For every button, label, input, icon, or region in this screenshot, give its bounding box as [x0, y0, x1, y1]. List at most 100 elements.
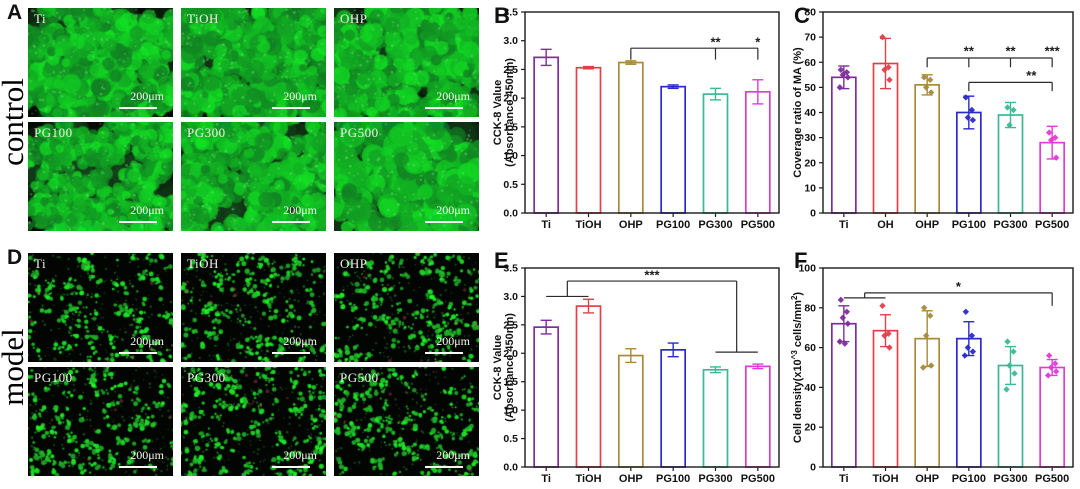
scale-bar-line	[425, 220, 463, 223]
data-point	[962, 94, 970, 101]
panel-letter-a: A	[7, 1, 23, 24]
x-tick-label-pg500: PG500	[741, 473, 775, 485]
fluorescence-image	[181, 253, 326, 362]
x-tick-label-ti: Ti	[541, 219, 551, 231]
bar-tioh	[575, 66, 602, 214]
y-tick-label: 2.0	[503, 93, 518, 105]
x-tick-label-ohp: OHP	[619, 473, 643, 485]
y-tick-label: 3.5	[503, 263, 518, 275]
x-tick-label-tioh: TiOH	[575, 473, 601, 485]
y-tick-label: 100	[798, 263, 816, 275]
y-tick-label: 0	[810, 462, 816, 474]
tile-sample-label: Ti	[34, 11, 47, 26]
significance-stars: **	[964, 44, 975, 59]
bar-pg300	[702, 93, 729, 214]
micrograph-control-ti: Ti 200μm	[28, 8, 173, 117]
scale-bar-line	[119, 220, 157, 223]
data-point	[1045, 352, 1053, 359]
tile-sample-label: PG500	[340, 125, 379, 140]
scale-bar-label: 200μm	[130, 334, 164, 348]
fluorescence-image	[181, 122, 326, 231]
x-tick-label-pg300: PG300	[993, 473, 1027, 485]
data-point	[844, 320, 852, 327]
data-point	[843, 69, 851, 76]
significance-stars: **	[1005, 44, 1016, 59]
scale-bar-line	[119, 351, 157, 354]
y-axis-title: (Absorbance 450nm)	[504, 58, 516, 167]
micrograph-model-pg500: PG500 200μm	[334, 367, 479, 476]
x-tick-label-ti: Ti	[541, 473, 551, 485]
y-tick-label: 2.5	[503, 64, 518, 76]
x-tick-label-pg500: PG500	[1035, 219, 1069, 231]
data-point	[926, 76, 934, 84]
model-group-label: model	[0, 328, 30, 406]
scale-bar-label: 200μm	[283, 448, 317, 462]
scale-bar-label: 200μm	[436, 89, 470, 103]
tile-sample-label: OHP	[340, 11, 368, 26]
y-tick-label: 0.5	[503, 179, 518, 191]
scale-bar-line	[272, 220, 310, 223]
data-point	[1004, 338, 1011, 345]
scale-bar-line	[272, 465, 310, 468]
x-tick-label-pg500: PG500	[1035, 473, 1069, 485]
data-point	[1051, 360, 1059, 367]
tile-sample-label: PG100	[34, 125, 73, 140]
bar-pg100	[660, 85, 687, 214]
y-tick-label: 3.0	[503, 35, 518, 47]
panel-letter-b: B	[494, 3, 510, 28]
significance-stars: *	[755, 34, 761, 49]
micrograph-control-pg100: PG100 200μm	[28, 122, 173, 231]
data-point	[837, 296, 845, 304]
bar-pg500	[744, 365, 771, 468]
x-tick-label-pg300: PG300	[993, 219, 1027, 231]
data-point	[1010, 348, 1017, 355]
x-tick-label-pg100: PG100	[952, 219, 986, 231]
x-tick-label-pg300: PG300	[698, 219, 732, 231]
data-point	[1003, 386, 1010, 393]
scale-bar-label: 200μm	[130, 203, 164, 217]
data-point	[1006, 121, 1013, 129]
y-tick-label: 80	[804, 302, 816, 314]
micrograph-control-tioh: TiOH 200μm	[181, 8, 326, 117]
micrograph-model-ohp: OHP 200μm	[334, 253, 479, 362]
data-point	[885, 330, 892, 337]
scale-bar-label: 200μm	[283, 89, 317, 103]
data-point	[1011, 370, 1018, 377]
chart-f: F 0 20 40 60 80 100 Ti TiOH OHP PG100 PG300 PG500 * Ce…	[790, 248, 1074, 485]
panel-letter-f: F	[794, 248, 807, 273]
fluorescence-image	[181, 8, 326, 117]
significance-stars: **	[710, 34, 721, 49]
chart-b: B 0.0 0.5 1.0 1.5 2.0 2.5 3.0 3.5 Ti TiOH OHP PG100 P…	[492, 3, 780, 231]
bar-pg100	[660, 349, 687, 468]
bar-tioh	[575, 305, 602, 468]
bar-ti	[533, 56, 560, 214]
data-point	[920, 304, 928, 311]
chart-c: C 0 10 20 30 40 50 60 70 80 Ti OH OHP PG100 PG300 PG500…	[792, 3, 1074, 231]
y-tick-label: 40	[804, 107, 816, 119]
x-tick-label-ohp: OHP	[915, 473, 939, 485]
data-point	[837, 66, 845, 73]
y-tick-label: 0	[810, 208, 816, 220]
scale-bar-label: 200μm	[283, 203, 317, 217]
control-group-label: control	[0, 78, 30, 166]
data-point	[844, 74, 852, 81]
micrograph-model-pg100: PG100 200μm	[28, 367, 173, 476]
panel-letter-d: D	[7, 246, 23, 269]
significance-stars: *	[956, 279, 962, 294]
significance-stars: **	[1026, 68, 1037, 83]
y-axis-title: (Absorbance 450nm)	[504, 313, 516, 422]
data-point	[926, 312, 934, 319]
bar-ti	[533, 326, 560, 468]
bar-ti	[830, 76, 857, 214]
data-point	[1044, 372, 1052, 379]
tile-sample-label: PG300	[187, 125, 226, 140]
y-axis-title: Coverage ratio of MA (%)	[792, 47, 804, 178]
tile-sample-label: TiOH	[187, 256, 219, 271]
bar-pg300	[702, 368, 729, 468]
scale-bar-line	[425, 106, 463, 109]
scale-bar-label: 200μm	[436, 334, 470, 348]
y-tick-label: 10	[804, 182, 816, 194]
bar-pg300	[997, 114, 1024, 214]
bar-pg100	[955, 337, 982, 468]
data-point	[843, 308, 851, 315]
